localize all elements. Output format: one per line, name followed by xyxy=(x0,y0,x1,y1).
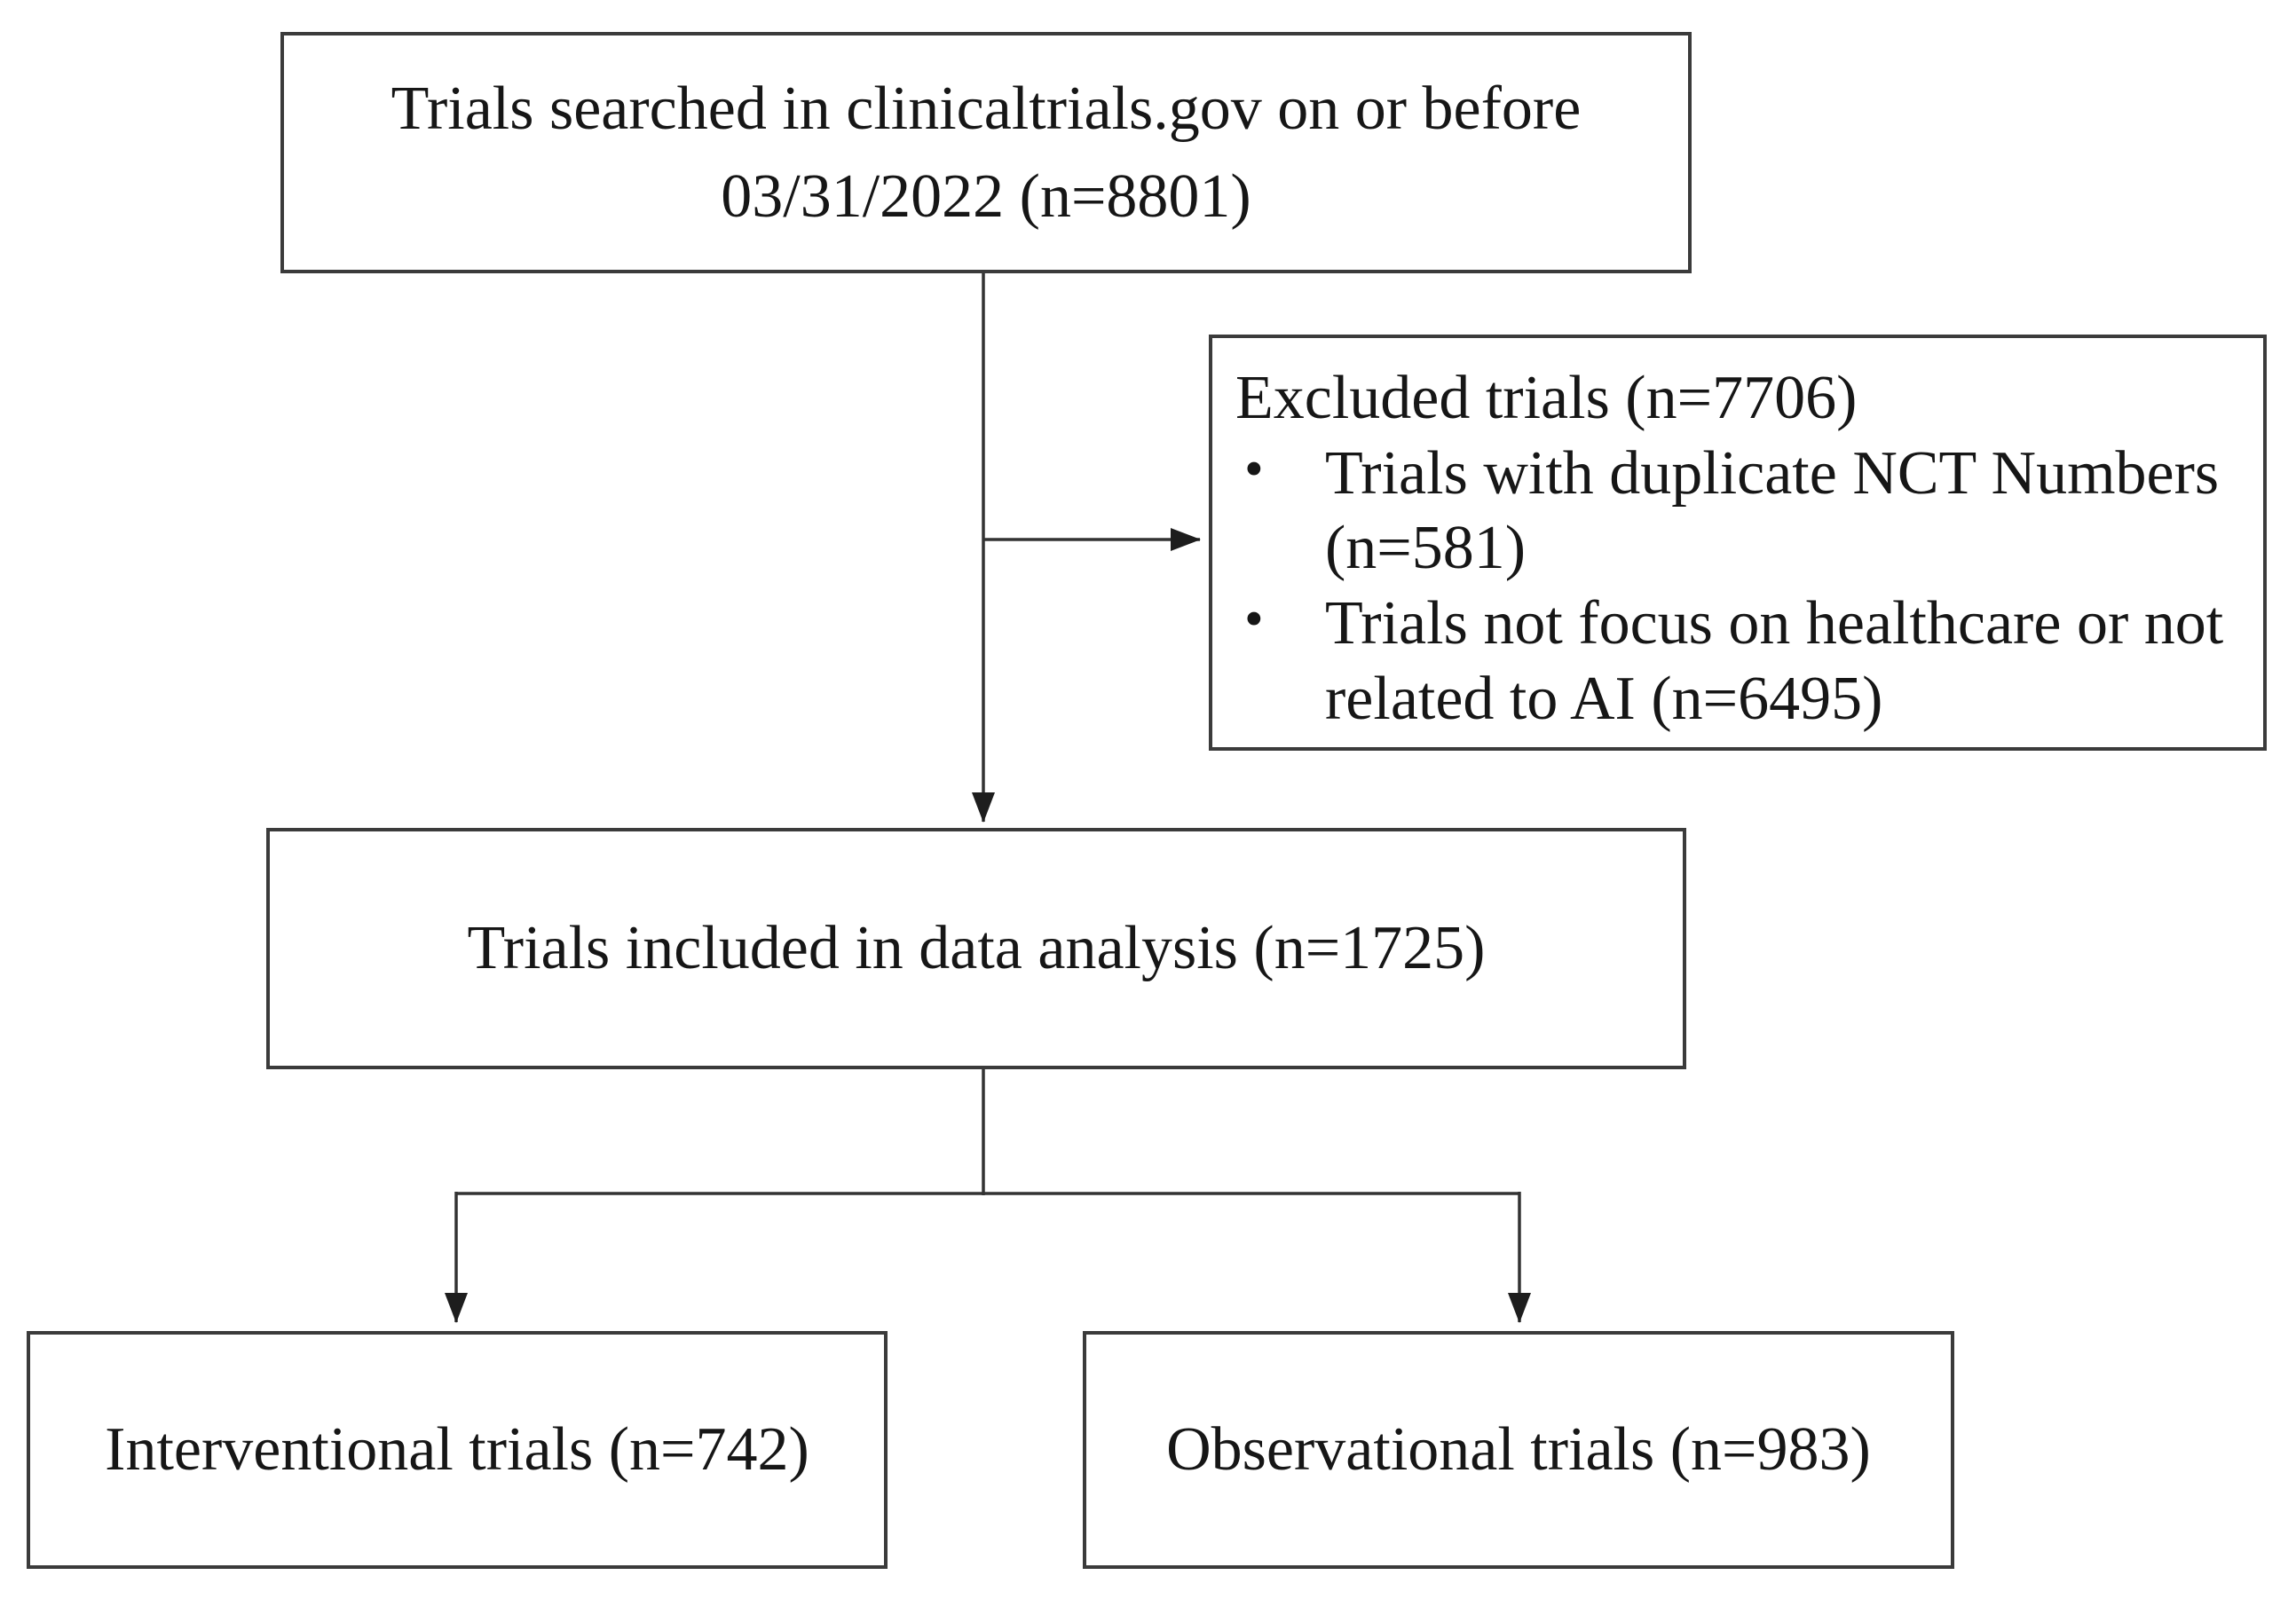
trials-included-label: Trials included in data analysis (n=1725… xyxy=(467,914,1486,983)
box-interventional-trials: Interventional trials (n=742) xyxy=(27,1331,888,1569)
box-observational-trials: Observational trials (n=983) xyxy=(1083,1331,1954,1569)
trials-searched-line-2: 03/31/2022 (n=8801) xyxy=(721,162,1251,231)
excluded-bullet-1-text: Trials with duplicate NCT Numbers (n=581… xyxy=(1325,438,2220,583)
excluded-bullet-2-text: Trials not focus on healthcare or not re… xyxy=(1325,589,2224,733)
box-trials-included: Trials included in data analysis (n=1725… xyxy=(266,828,1686,1069)
trials-searched-line-1: Trials searched in clinicaltrials.gov on… xyxy=(391,74,1582,143)
box-excluded-trials: Excluded trials (n=7706) • Trials with d… xyxy=(1209,335,2267,751)
interventional-label: Interventional trials (n=742) xyxy=(105,1415,809,1485)
excluded-title: Excluded trials (n=7706) xyxy=(1235,364,1858,432)
excluded-bullet-2: • Trials not focus on healthcare or not … xyxy=(1235,587,2251,737)
excluded-bullet-1: • Trials with duplicate NCT Numbers (n=5… xyxy=(1235,437,2251,587)
bullet-icon: • xyxy=(1244,438,1264,500)
observational-label: Observational trials (n=983) xyxy=(1166,1415,1871,1485)
box-trials-searched: Trials searched in clinicaltrials.gov on… xyxy=(280,32,1692,273)
bullet-icon: • xyxy=(1244,589,1264,650)
